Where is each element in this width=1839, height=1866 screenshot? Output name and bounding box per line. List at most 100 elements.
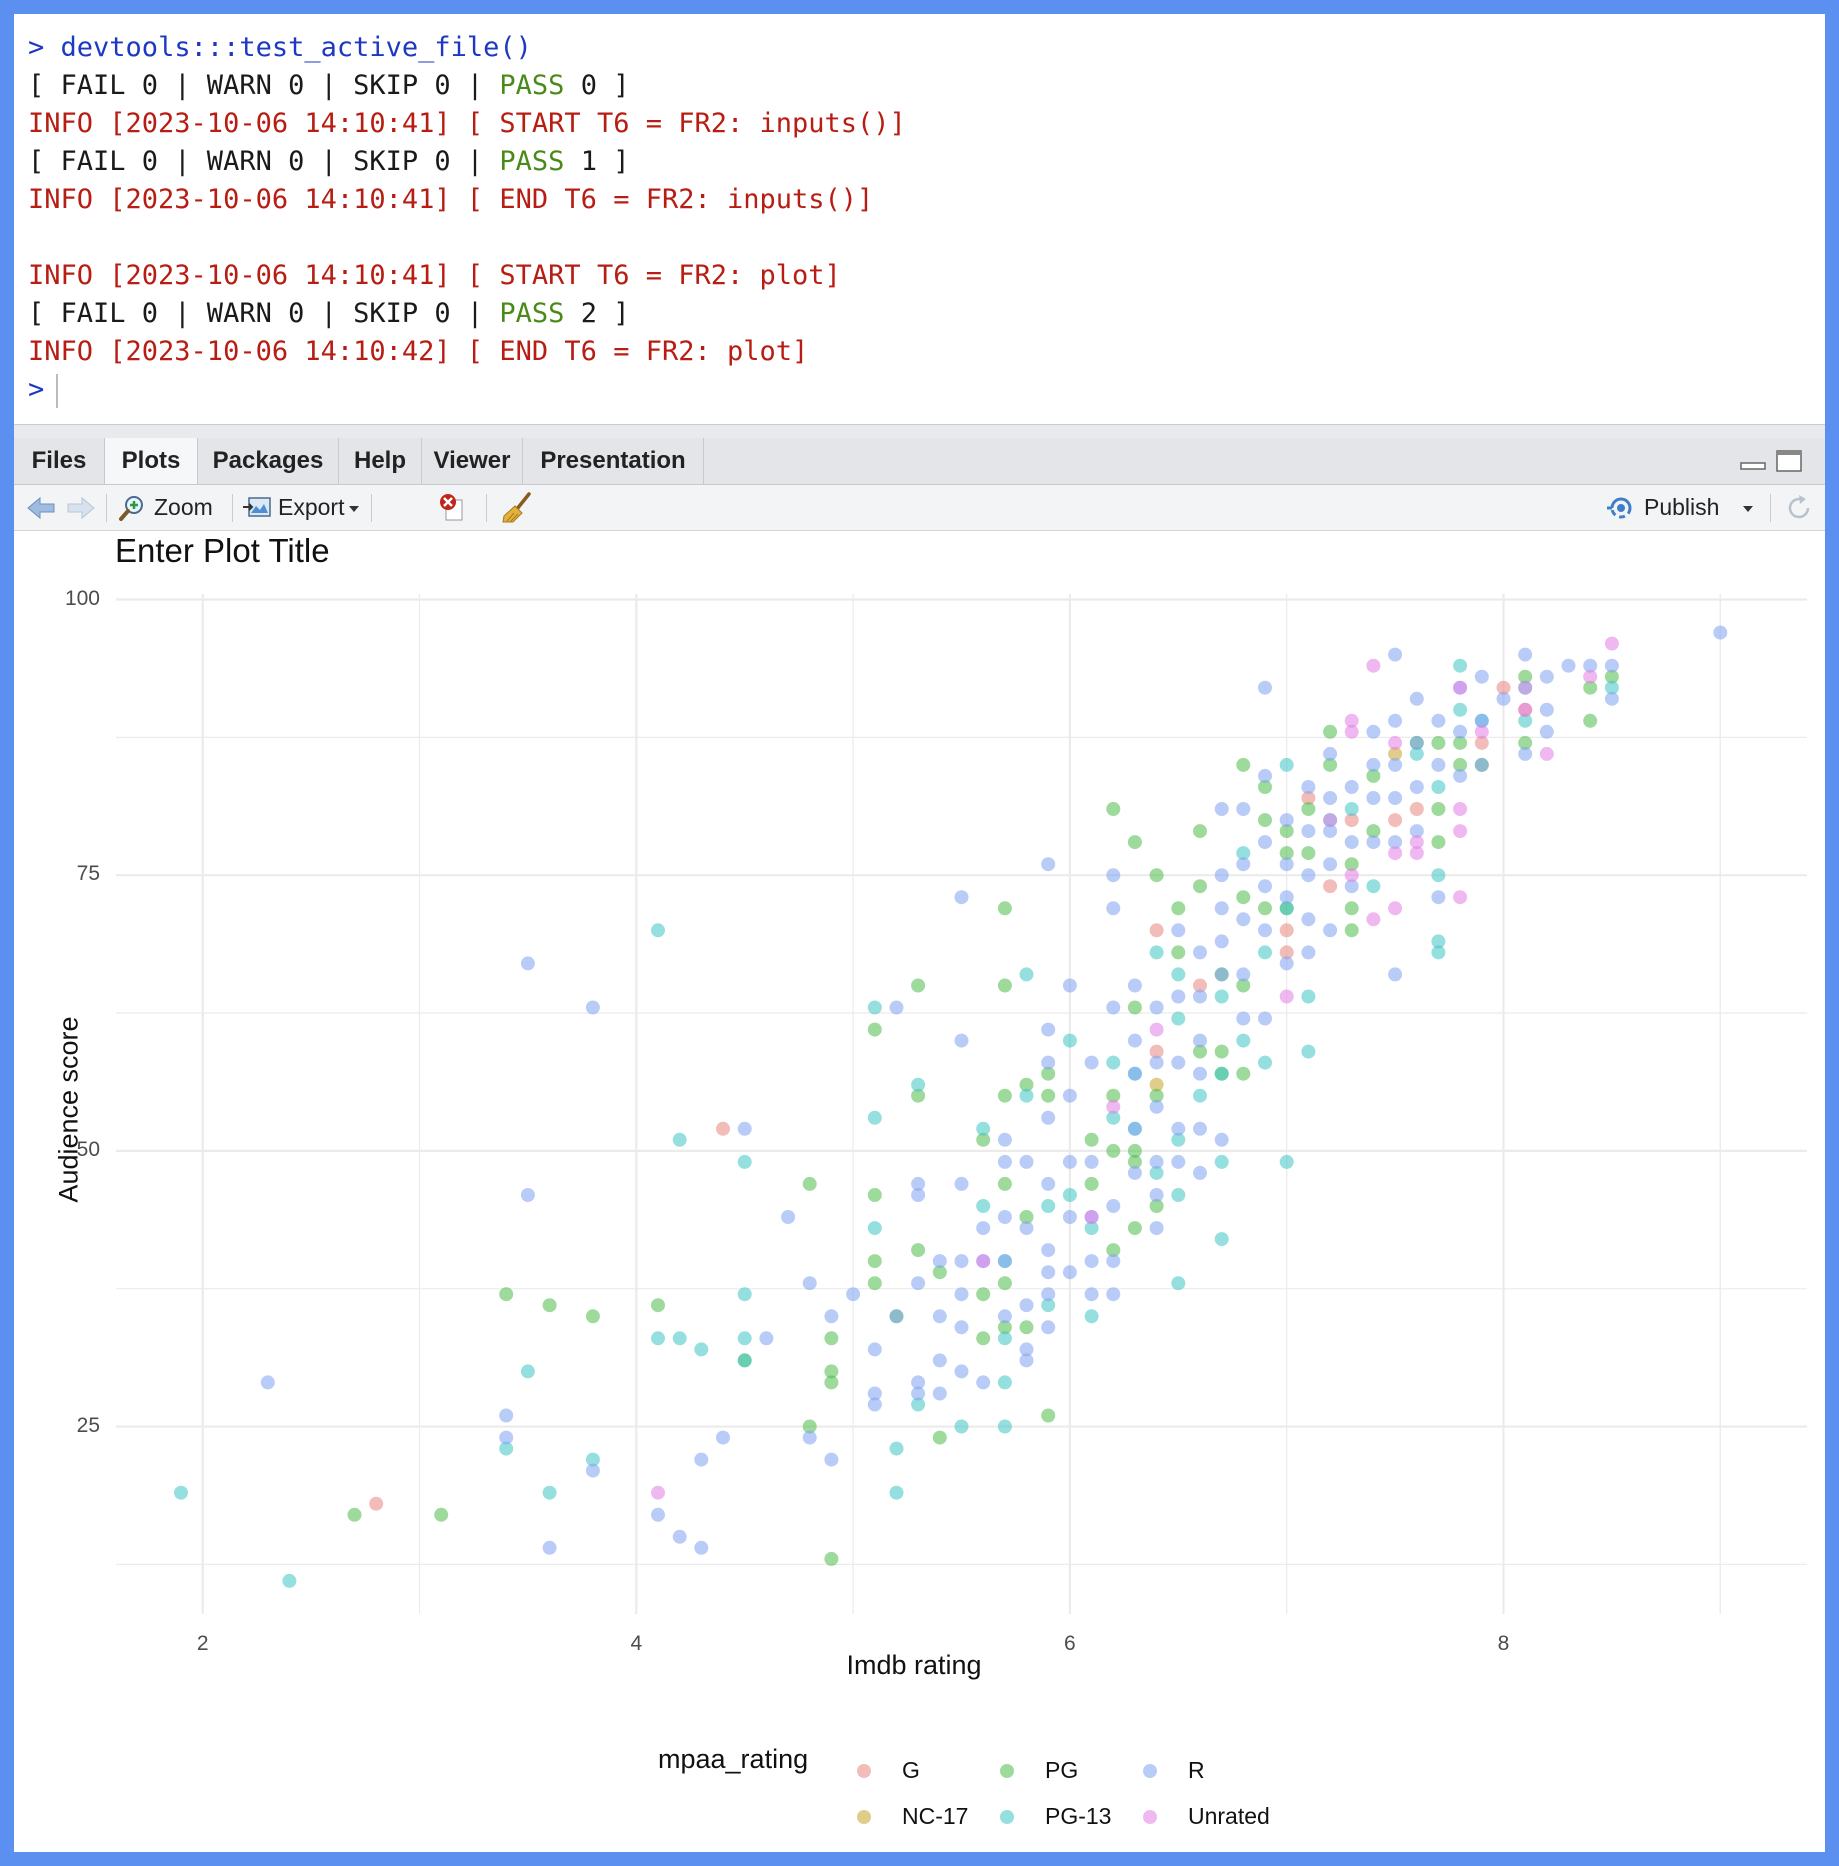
data-point-r: [520, 956, 535, 971]
broom-clear-all-icon[interactable]: [501, 491, 535, 525]
data-point-pg: [1019, 1077, 1034, 1092]
data-point-pg-13: [585, 1452, 600, 1467]
data-point-pg-13: [1518, 713, 1533, 728]
data-point-r: [1344, 835, 1359, 850]
pane-tabbar: Files Plots Packages Help Viewer Present…: [14, 438, 1825, 485]
data-point-r: [1301, 780, 1316, 794]
data-point-pg: [976, 1331, 991, 1346]
data-point-pg-13: [1431, 780, 1446, 794]
maximize-pane-icon[interactable]: [1776, 450, 1802, 472]
data-point-r: [1193, 1066, 1207, 1081]
toolbar-separator: [232, 494, 233, 522]
data-point-r: [1041, 1176, 1056, 1191]
data-point-pg: [997, 1176, 1012, 1191]
console-pane[interactable]: > devtools:::test_active_file() [ FAIL 0…: [14, 14, 1825, 424]
data-point-pg: [1453, 757, 1468, 772]
data-point-pg-13: [1106, 1055, 1121, 1070]
remove-plot-icon[interactable]: [438, 492, 466, 522]
data-point-r: [1518, 746, 1533, 761]
data-point-r: [1149, 1154, 1164, 1169]
tab-files[interactable]: Files: [14, 438, 105, 484]
refresh-icon[interactable]: [1784, 493, 1814, 523]
legend-title: mpaa_rating: [658, 1744, 809, 1774]
data-point-pg-13: [1236, 1033, 1251, 1048]
console-prompt: >: [28, 32, 45, 63]
data-point-pg: [911, 978, 926, 993]
console-test-result-3: [ FAIL 0 | WARN 0 | SKIP 0 | PASS 2 ]: [28, 298, 630, 329]
tab-presentation[interactable]: Presentation: [523, 438, 704, 484]
data-point-unrated: [1106, 1099, 1121, 1114]
toolbar-separator: [106, 494, 107, 522]
data-point-r: [1279, 956, 1294, 971]
data-point-r: [954, 1364, 969, 1379]
data-point-r: [1453, 768, 1468, 783]
data-point-pg: [1127, 1000, 1142, 1015]
data-point-r: [997, 1154, 1012, 1169]
console-log-line: INFO [2023-10-06 14:10:42] [ END T6 = FR…: [28, 336, 809, 367]
data-point-r: [1518, 647, 1533, 662]
data-point-r: [1193, 1165, 1207, 1180]
publish-button[interactable]: Publish: [1606, 485, 1754, 530]
minimize-pane-icon[interactable]: [1740, 450, 1766, 472]
data-point-pg-13: [1171, 1188, 1186, 1202]
data-point-r: [1323, 824, 1338, 839]
tab-plots[interactable]: Plots: [105, 438, 198, 484]
rstudio-window: > devtools:::test_active_file() [ FAIL 0…: [14, 14, 1825, 1852]
data-point-r: [1019, 1353, 1034, 1368]
data-point-pg: [434, 1507, 449, 1522]
forward-arrow-icon[interactable]: [66, 495, 96, 521]
data-point-r: [997, 1210, 1012, 1224]
data-point-pg: [1106, 802, 1121, 816]
console-input-prompt: >: [28, 374, 45, 405]
data-point-pg: [1366, 768, 1381, 783]
data-point-pg-13: [1106, 1110, 1121, 1125]
data-point-r: [1019, 1221, 1034, 1236]
data-point-r: [1106, 1199, 1121, 1213]
data-point-pg: [1041, 1066, 1056, 1081]
pane-splitter[interactable]: [14, 424, 1825, 439]
data-point-pg: [1214, 1044, 1229, 1059]
data-point-pg-13: [737, 1154, 752, 1169]
data-point-pg-13: [651, 1331, 665, 1346]
data-point-pg: [1084, 1176, 1099, 1191]
data-point-pg: [1149, 868, 1164, 883]
data-point-r: [1214, 901, 1229, 916]
zoom-icon: [119, 496, 143, 521]
data-point-pg-13: [1366, 879, 1381, 894]
data-point-pg-13: [954, 1419, 969, 1434]
data-point-unrated: [1388, 901, 1403, 916]
data-point-pg-13: [174, 1485, 188, 1500]
data-point-pg: [1193, 824, 1207, 839]
export-button[interactable]: Export: [242, 485, 366, 530]
data-point-unrated: [1453, 680, 1468, 695]
data-point-pg-13: [1409, 746, 1424, 761]
data-point-pg: [1149, 1199, 1164, 1213]
data-point-pg-13: [997, 1331, 1012, 1346]
data-point-pg: [1344, 901, 1359, 916]
zoom-button[interactable]: Zoom: [118, 485, 226, 530]
data-point-r: [1171, 1055, 1186, 1070]
data-point-nc-17: [1149, 1077, 1164, 1092]
data-point-r: [759, 1331, 774, 1346]
y-tick-label: 100: [64, 586, 100, 610]
legend-key: [1143, 1810, 1157, 1824]
back-arrow-icon[interactable]: [26, 495, 56, 521]
tab-help[interactable]: Help: [339, 438, 422, 484]
data-point-r: [1474, 669, 1489, 684]
tab-viewer[interactable]: Viewer: [422, 438, 523, 484]
data-point-r: [1323, 746, 1338, 761]
data-point-g: [1279, 945, 1294, 960]
data-point-pg: [1583, 680, 1598, 695]
data-point-pg: [499, 1287, 514, 1302]
data-point-unrated: [1453, 890, 1468, 905]
data-point-unrated: [1539, 746, 1554, 761]
data-point-r: [1019, 1342, 1034, 1357]
legend-key: [857, 1810, 871, 1824]
data-point-g: [1409, 802, 1424, 816]
data-point-r: [1474, 713, 1489, 728]
data-point-r: [1041, 1265, 1056, 1280]
data-point-r: [1106, 1287, 1121, 1302]
console-input-line[interactable]: >: [28, 371, 59, 409]
tab-packages[interactable]: Packages: [198, 438, 339, 484]
y-tick-label: 25: [76, 1413, 100, 1437]
